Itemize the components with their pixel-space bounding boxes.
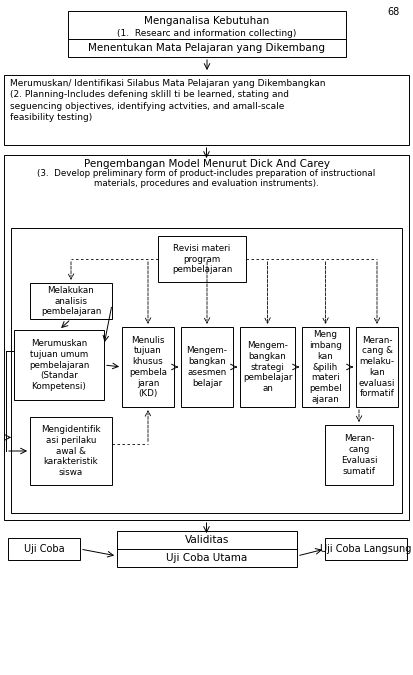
Bar (117, 531, 297, 567)
Text: Menulis
tujuan
khusus
pembela
jaran
(KD): Menulis tujuan khusus pembela jaran (KD) (129, 335, 167, 398)
Text: Uji Coba Langsung: Uji Coba Langsung (320, 544, 412, 554)
Text: Uji Coba: Uji Coba (24, 544, 64, 554)
Text: Mengidentifik
asi perilaku
awal &
karakteristik
siswa: Mengidentifik asi perilaku awal & karakt… (41, 425, 101, 477)
Text: Mengem-
bangkan
strategi
pembelajar
an: Mengem- bangkan strategi pembelajar an (243, 341, 292, 393)
Text: Meran-
cang &
melaku-
kan
evaluasi
formatif: Meran- cang & melaku- kan evaluasi forma… (359, 335, 395, 398)
Text: Merumuskan
tujuan umum
pembelajaran
(Standar
Kompetensi): Merumuskan tujuan umum pembelajaran (Sta… (29, 339, 89, 391)
Text: Mengem-
bangkan
asesmen
belajar: Mengem- bangkan asesmen belajar (187, 346, 228, 387)
Bar (240, 327, 295, 407)
Bar (4, 75, 409, 145)
Text: (3.  Develop preliminary form of product-includes preparation of instructional: (3. Develop preliminary form of product-… (37, 169, 376, 178)
Bar (30, 283, 112, 319)
Bar (181, 327, 233, 407)
Text: Merumuskan/ Identifikasi Silabus Mata Pelajaran yang Dikembangkan
(2. Planning-I: Merumuskan/ Identifikasi Silabus Mata Pe… (10, 79, 325, 122)
Bar (14, 330, 104, 400)
Text: (1.  Researc and information collecting): (1. Researc and information collecting) (117, 29, 297, 38)
Text: Pengembangan Model Menurut Dick And Carey: Pengembangan Model Menurut Dick And Care… (83, 159, 330, 169)
Text: 68: 68 (388, 7, 400, 17)
Bar (30, 417, 112, 485)
Text: Meran-
cang
Evaluasi
sumatif: Meran- cang Evaluasi sumatif (341, 435, 377, 476)
Bar (68, 11, 346, 57)
Text: Revisi materi
program
pembelajaran: Revisi materi program pembelajaran (172, 244, 232, 274)
Text: Uji Coba Utama: Uji Coba Utama (166, 553, 248, 563)
Bar (302, 327, 349, 407)
Text: Melakukan
analisis
pembelajaran: Melakukan analisis pembelajaran (41, 286, 101, 317)
Bar (11, 228, 402, 513)
Bar (325, 538, 407, 560)
Bar (158, 236, 246, 282)
Text: Menentukan Mata Pelajaran yang Dikembang: Menentukan Mata Pelajaran yang Dikembang (88, 43, 325, 53)
Text: materials, procedures and evaluation instruments).: materials, procedures and evaluation ins… (94, 180, 319, 188)
Text: Validitas: Validitas (185, 535, 229, 545)
Bar (356, 327, 398, 407)
Text: Meng
imbang
kan
&pilih
materi
pembel
ajaran: Meng imbang kan &pilih materi pembel aja… (309, 330, 342, 404)
Text: Menganalisa Kebutuhan: Menganalisa Kebutuhan (145, 16, 270, 26)
Bar (122, 327, 174, 407)
Bar (8, 538, 80, 560)
Bar (4, 155, 409, 520)
Bar (325, 425, 393, 485)
